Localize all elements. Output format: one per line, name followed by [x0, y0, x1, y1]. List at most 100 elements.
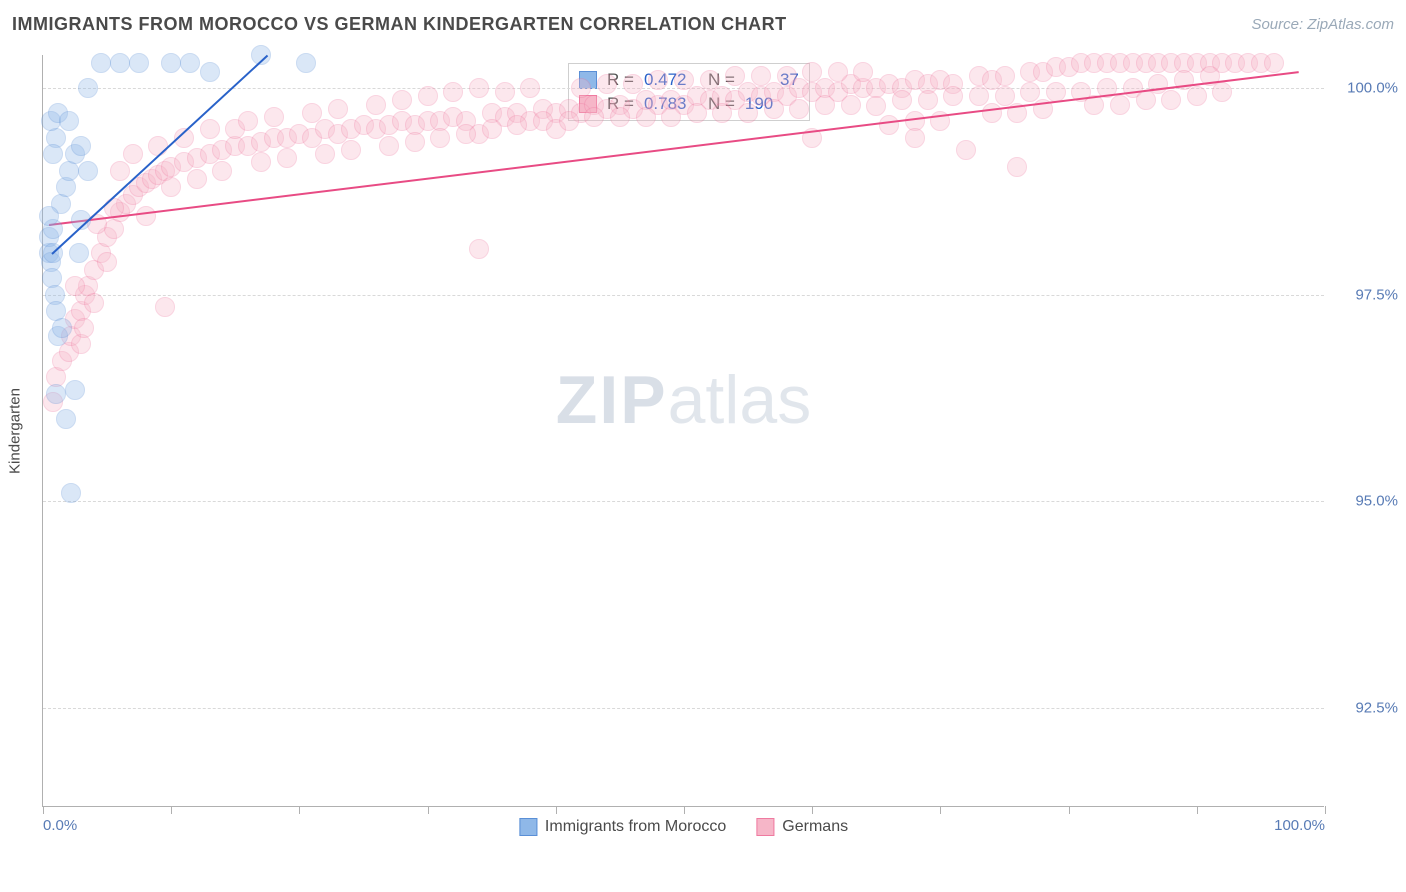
- scatter-point: [905, 128, 925, 148]
- scatter-point: [700, 70, 720, 90]
- scatter-point: [584, 107, 604, 127]
- scatter-point: [187, 169, 207, 189]
- source-attribution: Source: ZipAtlas.com: [1251, 16, 1394, 33]
- chart-header: IMMIGRANTS FROM MOROCCO VS GERMAN KINDER…: [12, 14, 1394, 35]
- chart-title: IMMIGRANTS FROM MOROCCO VS GERMAN KINDER…: [12, 14, 787, 35]
- scatter-point: [110, 161, 130, 181]
- scatter-point: [200, 62, 220, 82]
- scatter-point: [738, 103, 758, 123]
- xtick-label: 100.0%: [1274, 817, 1325, 834]
- scatter-point: [97, 252, 117, 272]
- scatter-point: [238, 111, 258, 131]
- scatter-point: [764, 99, 784, 119]
- scatter-point: [495, 82, 515, 102]
- xtick: [1069, 806, 1070, 814]
- scatter-point: [123, 144, 143, 164]
- scatter-point: [469, 239, 489, 259]
- xtick: [299, 806, 300, 814]
- scatter-point: [379, 136, 399, 156]
- scatter-point: [212, 161, 232, 181]
- ytick-label: 100.0%: [1347, 80, 1398, 97]
- xtick: [812, 806, 813, 814]
- scatter-point: [815, 95, 835, 115]
- ytick-label: 97.5%: [1355, 286, 1398, 303]
- scatter-point: [507, 115, 527, 135]
- scatter-point: [315, 144, 335, 164]
- scatter-point: [866, 96, 886, 116]
- scatter-point: [71, 136, 91, 156]
- scatter-point: [43, 144, 63, 164]
- scatter-point: [430, 128, 450, 148]
- scatter-point: [597, 74, 617, 94]
- watermark: ZIPatlas: [556, 361, 811, 439]
- scatter-point: [200, 119, 220, 139]
- legend-item-morocco: Immigrants from Morocco: [519, 818, 726, 836]
- scatter-point: [392, 90, 412, 110]
- xtick: [684, 806, 685, 814]
- scatter-point: [161, 177, 181, 197]
- scatter-point: [892, 90, 912, 110]
- scatter-point: [78, 78, 98, 98]
- scatter-point: [251, 152, 271, 172]
- scatter-point: [1264, 53, 1284, 73]
- scatter-point: [789, 99, 809, 119]
- scatter-point: [802, 62, 822, 82]
- legend-label-morocco: Immigrants from Morocco: [545, 818, 726, 836]
- scatter-point: [687, 103, 707, 123]
- scatter-point: [1161, 90, 1181, 110]
- scatter-point: [46, 384, 66, 404]
- legend-item-germans: Germans: [756, 818, 848, 836]
- scatter-point: [78, 161, 98, 181]
- legend-swatch-germans-icon: [756, 818, 774, 836]
- gridline: [43, 295, 1324, 296]
- scatter-point: [828, 62, 848, 82]
- xtick: [1197, 806, 1198, 814]
- scatter-point: [443, 82, 463, 102]
- scatter-point: [648, 70, 668, 90]
- scatter-point: [482, 119, 502, 139]
- y-axis-label: Kindergarten: [7, 388, 24, 474]
- legend-swatch-morocco-icon: [519, 818, 537, 836]
- scatter-point: [61, 483, 81, 503]
- scatter-point: [277, 148, 297, 168]
- scatter-point: [69, 243, 89, 263]
- scatter-point: [264, 107, 284, 127]
- gridline: [43, 708, 1324, 709]
- scatter-point: [418, 86, 438, 106]
- scatter-point: [91, 53, 111, 73]
- xtick-label: 0.0%: [43, 817, 77, 834]
- scatter-point: [918, 90, 938, 110]
- scatter-point: [136, 206, 156, 226]
- scatter-point: [302, 103, 322, 123]
- scatter-point: [995, 66, 1015, 86]
- plot-area: Kindergarten ZIPatlas R = 0.472 N = 37 R…: [42, 55, 1324, 807]
- scatter-point: [712, 103, 732, 123]
- scatter-point: [853, 62, 873, 82]
- scatter-point: [610, 107, 630, 127]
- scatter-point: [469, 78, 489, 98]
- scatter-point: [777, 66, 797, 86]
- legend-label-germans: Germans: [782, 818, 848, 836]
- scatter-point: [84, 293, 104, 313]
- scatter-point: [1136, 90, 1156, 110]
- scatter-point: [636, 107, 656, 127]
- scatter-point: [751, 66, 771, 86]
- scatter-point: [180, 53, 200, 73]
- xtick: [43, 806, 44, 814]
- scatter-point: [841, 95, 861, 115]
- scatter-point: [943, 86, 963, 106]
- scatter-point: [1187, 86, 1207, 106]
- xtick: [1325, 806, 1326, 814]
- scatter-point: [456, 124, 476, 144]
- scatter-point: [161, 53, 181, 73]
- xtick: [171, 806, 172, 814]
- scatter-point: [366, 95, 386, 115]
- scatter-point: [296, 53, 316, 73]
- scatter-point: [39, 206, 59, 226]
- scatter-point: [52, 318, 72, 338]
- scatter-point: [1110, 95, 1130, 115]
- scatter-point: [674, 70, 694, 90]
- ytick-label: 92.5%: [1355, 699, 1398, 716]
- gridline: [43, 501, 1324, 502]
- scatter-point: [341, 140, 361, 160]
